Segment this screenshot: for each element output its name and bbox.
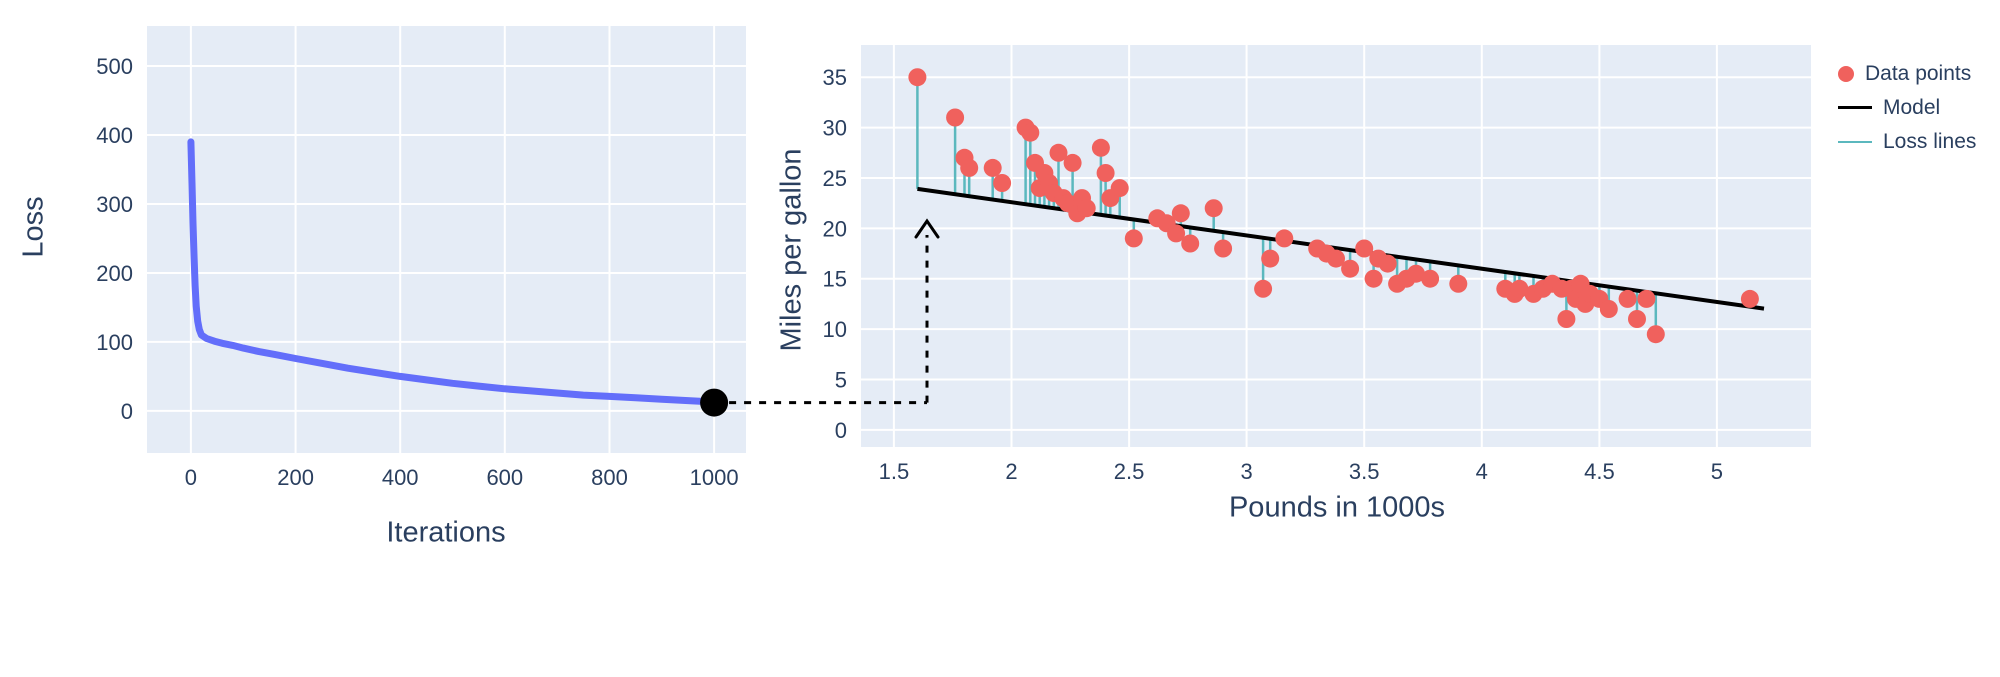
loss-curve bbox=[187, 138, 718, 406]
mpg-y-axis-title: Miles per gallon bbox=[775, 148, 808, 352]
y-tick-label: 0 bbox=[121, 399, 133, 424]
data-point bbox=[1214, 239, 1233, 258]
data-point bbox=[1407, 264, 1425, 283]
loss-lines-icon bbox=[1838, 140, 1872, 143]
y-tick-label: 35 bbox=[823, 65, 847, 90]
data-point bbox=[1275, 229, 1294, 248]
y-tick-label: 15 bbox=[823, 267, 847, 292]
data-point bbox=[908, 68, 927, 87]
legend: Data points Model Loss lines bbox=[1838, 62, 1976, 153]
x-tick-label: 1000 bbox=[690, 465, 739, 490]
data-point bbox=[1124, 229, 1143, 248]
data-point bbox=[1261, 249, 1280, 268]
x-tick-label: 4 bbox=[1476, 459, 1488, 484]
x-tick-label: 3 bbox=[1240, 459, 1252, 484]
legend-item-data-points[interactable]: Data points bbox=[1838, 62, 1976, 85]
data-point bbox=[1327, 249, 1345, 268]
data-points-marker-icon bbox=[1838, 65, 1854, 82]
y-tick-label: 30 bbox=[823, 116, 847, 141]
legend-label-model: Model bbox=[1883, 95, 1941, 119]
x-tick-label: 600 bbox=[486, 465, 523, 490]
data-point bbox=[1021, 123, 1040, 142]
loss-x-axis-title: Iterations bbox=[386, 516, 506, 549]
data-point bbox=[1181, 234, 1200, 253]
data-point bbox=[1091, 138, 1110, 157]
loss-y-axis-title: Loss bbox=[17, 196, 50, 258]
y-tick-label: 100 bbox=[96, 330, 133, 355]
x-tick-label: 2.5 bbox=[1114, 459, 1145, 484]
data-point bbox=[1355, 239, 1374, 258]
data-point bbox=[1110, 179, 1129, 198]
data-point bbox=[993, 174, 1012, 192]
data-point bbox=[1171, 204, 1190, 223]
data-point bbox=[1204, 199, 1223, 218]
annotation-arrowhead-icon bbox=[914, 218, 940, 239]
data-point bbox=[1096, 164, 1115, 182]
x-tick-label: 5 bbox=[1711, 459, 1723, 484]
data-point bbox=[1378, 254, 1397, 273]
model-line-icon bbox=[1838, 106, 1872, 109]
data-point bbox=[1077, 199, 1096, 218]
data-point bbox=[1049, 143, 1068, 162]
data-point bbox=[1618, 289, 1637, 308]
legend-label-data-points: Data points bbox=[1865, 61, 1972, 85]
data-point bbox=[1510, 279, 1529, 298]
y-tick-label: 20 bbox=[823, 216, 847, 241]
y-tick-label: 0 bbox=[835, 418, 847, 443]
x-tick-label: 3.5 bbox=[1349, 459, 1380, 484]
model-line bbox=[917, 186, 1765, 311]
x-tick-label: 4.5 bbox=[1584, 459, 1615, 484]
data-point bbox=[1167, 224, 1186, 243]
x-tick-label: 400 bbox=[382, 465, 419, 490]
x-tick-label: 800 bbox=[591, 465, 628, 490]
data-point bbox=[1449, 274, 1468, 293]
y-tick-label: 300 bbox=[96, 192, 133, 217]
plot-background bbox=[861, 45, 1811, 447]
data-point bbox=[1740, 289, 1759, 308]
data-point bbox=[1646, 325, 1665, 344]
data-point bbox=[1341, 259, 1360, 278]
data-point bbox=[1364, 269, 1383, 288]
y-tick-label: 10 bbox=[823, 317, 847, 342]
data-point bbox=[1063, 153, 1082, 172]
y-tick-label: 200 bbox=[96, 261, 133, 286]
legend-item-model[interactable]: Model bbox=[1838, 96, 1976, 119]
data-point bbox=[946, 108, 965, 127]
data-point bbox=[1254, 279, 1273, 298]
mpg-x-axis-title: Pounds in 1000s bbox=[1228, 491, 1446, 524]
x-tick-label: 200 bbox=[277, 465, 314, 490]
x-tick-label: 2 bbox=[1005, 459, 1017, 484]
x-tick-label: 1.5 bbox=[879, 459, 910, 484]
data-point bbox=[1628, 310, 1646, 328]
x-tick-label: 0 bbox=[185, 465, 197, 490]
data-point bbox=[1557, 310, 1576, 328]
y-tick-label: 5 bbox=[835, 368, 847, 393]
data-point bbox=[960, 158, 979, 177]
y-tick-label: 500 bbox=[96, 54, 133, 79]
data-point bbox=[983, 158, 1002, 177]
legend-label-loss-lines: Loss lines bbox=[1883, 129, 1977, 153]
legend-item-loss-lines[interactable]: Loss lines bbox=[1838, 130, 1976, 153]
data-point bbox=[1637, 289, 1656, 308]
data-point bbox=[1599, 300, 1618, 318]
plot-background bbox=[147, 26, 746, 453]
y-tick-label: 25 bbox=[823, 166, 847, 191]
y-tick-label: 400 bbox=[96, 123, 133, 148]
data-point bbox=[1421, 269, 1440, 288]
